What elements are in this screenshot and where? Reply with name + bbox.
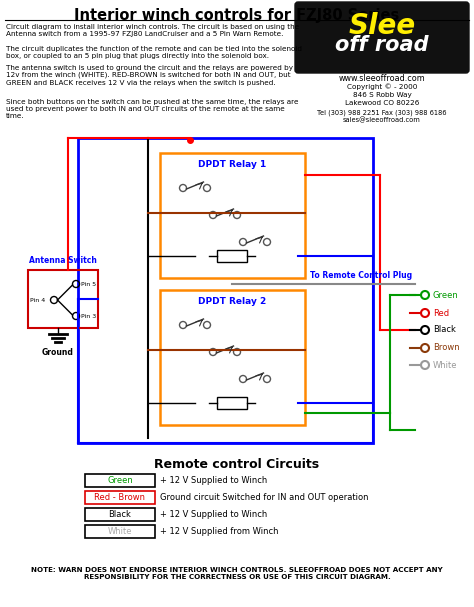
Text: DPDT Relay 1: DPDT Relay 1 <box>199 160 266 169</box>
Text: NOTE: WARN DOES NOT ENDORSE INTERIOR WINCH CONTROLS. SLEEOFFROAD DOES NOT ACCEPT: NOTE: WARN DOES NOT ENDORSE INTERIOR WIN… <box>31 567 443 580</box>
Bar <box>28 270 98 328</box>
Text: Lakewood CO 80226: Lakewood CO 80226 <box>345 100 419 106</box>
Text: Pin 3: Pin 3 <box>81 313 96 319</box>
Text: + 12 V Supplied to Winch: + 12 V Supplied to Winch <box>160 476 267 485</box>
Text: DPDT Relay 2: DPDT Relay 2 <box>199 297 266 306</box>
Text: + 12 V Supplied to Winch: + 12 V Supplied to Winch <box>160 510 267 519</box>
Text: Black: Black <box>433 325 456 334</box>
Text: + 12 V Supplied from Winch: + 12 V Supplied from Winch <box>160 527 279 536</box>
Text: Red - Brown: Red - Brown <box>94 493 146 502</box>
Text: The circuit duplicates the function of the remote and can be tied into the solen: The circuit duplicates the function of t… <box>6 46 302 59</box>
Text: off road: off road <box>335 35 429 55</box>
Text: www.sleeoffroad.com: www.sleeoffroad.com <box>338 74 425 83</box>
Bar <box>78 138 373 443</box>
Bar <box>85 525 155 538</box>
Text: sales@sleeoffroad.com: sales@sleeoffroad.com <box>343 117 421 123</box>
Text: Pin 5: Pin 5 <box>81 282 96 287</box>
Bar <box>85 474 155 487</box>
Text: Ground circuit Switched for IN and OUT operation: Ground circuit Switched for IN and OUT o… <box>160 493 368 502</box>
Text: The antenna switch is used to ground the circuit and the relays are powered by
1: The antenna switch is used to ground the… <box>6 65 293 86</box>
Text: 846 S Robb Way: 846 S Robb Way <box>353 92 411 98</box>
Text: Interior winch controls for FZJ80 Series: Interior winch controls for FZJ80 Series <box>74 8 400 23</box>
Text: Since both buttons on the switch can be pushed at the same time, the relays are
: Since both buttons on the switch can be … <box>6 99 299 119</box>
Bar <box>160 153 305 278</box>
Bar <box>85 508 155 521</box>
Text: Green: Green <box>107 476 133 485</box>
FancyBboxPatch shape <box>295 2 469 73</box>
Text: Tel (303) 988 2251 Fax (303) 988 6186: Tel (303) 988 2251 Fax (303) 988 6186 <box>317 109 447 115</box>
Text: Black: Black <box>109 510 131 519</box>
Bar <box>85 491 155 504</box>
Text: Red: Red <box>433 308 449 317</box>
Text: Brown: Brown <box>433 344 460 353</box>
Text: Ground: Ground <box>42 348 74 357</box>
Text: Slee: Slee <box>348 12 416 40</box>
Text: Circuit diagram to install interior winch controls. The circuit is based on usin: Circuit diagram to install interior winc… <box>6 24 299 37</box>
Text: Copyright © - 2000: Copyright © - 2000 <box>347 83 417 90</box>
Text: Green: Green <box>433 291 459 299</box>
Text: White: White <box>433 361 457 370</box>
Bar <box>160 290 305 425</box>
Bar <box>217 250 247 262</box>
Text: To Remote Control Plug: To Remote Control Plug <box>310 271 412 280</box>
Text: Pin 4: Pin 4 <box>30 297 45 302</box>
Text: Remote control Circuits: Remote control Circuits <box>155 458 319 471</box>
Bar <box>217 397 247 409</box>
Text: White: White <box>108 527 132 536</box>
Text: Antenna Switch: Antenna Switch <box>29 256 97 265</box>
